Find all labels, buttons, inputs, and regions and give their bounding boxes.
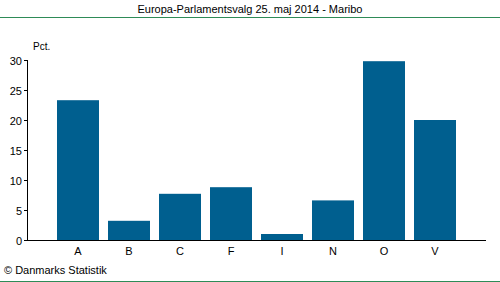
- x-tick-label: N: [329, 245, 337, 257]
- bar: [108, 221, 150, 240]
- chart-container: Europa-Parlamentsvalg 25. maj 2014 - Mar…: [0, 0, 500, 282]
- x-tick-label: V: [431, 245, 439, 257]
- chart-svg: Europa-Parlamentsvalg 25. maj 2014 - Mar…: [0, 0, 500, 282]
- y-axis: [27, 60, 28, 240]
- y-tick: [24, 240, 27, 241]
- source: © Danmarks Statistik: [4, 264, 107, 276]
- bar: [159, 194, 201, 240]
- bar: [363, 61, 405, 240]
- x-tick-label: I: [280, 245, 283, 257]
- title: Europa-Parlamentsvalg 25. maj 2014 - Mar…: [137, 3, 362, 15]
- y-tick-label: 10: [10, 175, 22, 187]
- y-tick-label: 0: [16, 235, 22, 247]
- y-tick: [24, 60, 27, 61]
- x-tick-label: F: [228, 245, 235, 257]
- y-tick: [24, 90, 27, 91]
- y-tick-label: 15: [10, 145, 22, 157]
- bar: [261, 234, 303, 240]
- y-tick: [24, 210, 27, 211]
- x-tick-label: O: [380, 245, 389, 257]
- x-tick-label: C: [176, 245, 184, 257]
- title-rule: [0, 17, 500, 18]
- x-tick-label: B: [125, 245, 132, 257]
- bottom-rule: [0, 281, 500, 282]
- y-tick-label: 25: [10, 85, 22, 97]
- bar: [312, 200, 354, 240]
- y-tick-label: 30: [10, 55, 22, 67]
- y-tick-label: 5: [16, 205, 22, 217]
- y-axis-label: Pct.: [33, 41, 50, 52]
- bar: [57, 100, 99, 240]
- bars: [57, 61, 456, 240]
- bar: [210, 187, 252, 240]
- x-axis: [27, 240, 486, 241]
- y-tick: [24, 120, 27, 121]
- bar: [414, 120, 456, 240]
- y-tick: [24, 180, 27, 181]
- x-tick-label: A: [74, 245, 82, 257]
- y-tick: [24, 150, 27, 151]
- y-tick-label: 20: [10, 115, 22, 127]
